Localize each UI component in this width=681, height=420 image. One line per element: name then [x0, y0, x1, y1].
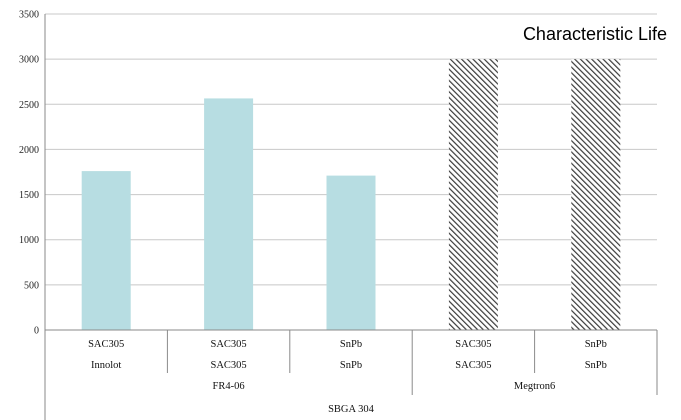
package-group-label: SBGA 304	[328, 404, 375, 415]
category-pad-label: SAC305	[211, 360, 247, 371]
bar-megtron6-snpb	[571, 59, 621, 331]
bars	[81, 59, 621, 331]
category-pad-label: SnPb	[340, 360, 362, 371]
y-axis-tick-labels: 0 500 1000 1500 2000 2500 3000 3500	[19, 10, 39, 337]
category-solder-label: SnPb	[340, 339, 362, 350]
category-solder-label: SAC305	[455, 339, 491, 350]
category-pad-label: SAC305	[455, 360, 491, 371]
y-tick-label: 3000	[19, 55, 39, 66]
category-solder-label: SAC305	[88, 339, 124, 350]
category-axis: SAC305 Innolot SAC305 SAC305 SnPb SnPb SAC305 S…	[44, 329, 658, 420]
category-pad-label: Innolot	[91, 360, 121, 371]
chart-title: Characteristic Life	[523, 24, 667, 44]
bar-fr4-06-sac305	[81, 171, 131, 330]
y-tick-label: 0	[34, 326, 39, 337]
y-tick-label: 500	[24, 280, 39, 291]
y-tick-label: 2000	[19, 145, 39, 156]
bar-fr4-06-snpb	[326, 175, 376, 330]
category-solder-label: SAC305	[211, 339, 247, 350]
bar-megtron6-sac305	[448, 59, 498, 331]
y-tick-label: 2500	[19, 100, 39, 111]
bar-fr4-06-sac305	[204, 98, 254, 330]
y-tick-label: 1500	[19, 190, 39, 201]
board-group-label: FR4-06	[213, 381, 245, 392]
category-solder-label: SnPb	[585, 339, 607, 350]
category-pad-label: SnPb	[585, 360, 607, 371]
board-group-label: Megtron6	[514, 381, 555, 392]
y-tick-label: 3500	[19, 10, 39, 21]
y-tick-label: 1000	[19, 235, 39, 246]
